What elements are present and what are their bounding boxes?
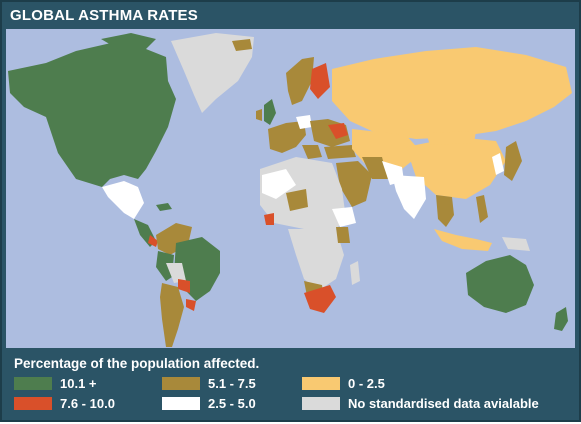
- region-new-zealand: [554, 307, 568, 331]
- region-argentina: [160, 283, 184, 347]
- region-panama: [148, 235, 158, 247]
- legend-title: Percentage of the population affected.: [14, 356, 260, 371]
- region-north-america: [8, 43, 176, 187]
- region-greenland: [171, 33, 254, 113]
- region-paraguay: [178, 279, 190, 293]
- region-korea: [492, 153, 504, 175]
- region-iran: [362, 157, 388, 179]
- legend-swatch: [14, 397, 52, 410]
- legend-label: 5.1 - 7.5: [208, 376, 256, 391]
- region-south-africa: [304, 285, 336, 313]
- region-germany: [296, 115, 312, 129]
- region-japan: [504, 141, 522, 181]
- region-uk: [264, 99, 276, 125]
- region-madagascar: [350, 261, 360, 285]
- region-western-europe: [268, 121, 306, 153]
- region-middle-east: [336, 161, 372, 207]
- region-ghana: [264, 213, 274, 225]
- region-mongolia: [426, 131, 476, 145]
- region-kenya: [336, 227, 350, 243]
- region-mexico: [102, 181, 144, 219]
- region-peru: [156, 251, 174, 281]
- region-ethiopia: [332, 207, 356, 227]
- region-russia: [332, 47, 572, 139]
- legend-label: No standardised data avialable: [348, 396, 539, 411]
- region-uruguay: [186, 299, 196, 311]
- region-iceland: [232, 39, 252, 51]
- legend-swatch: [14, 377, 52, 390]
- legend-item: 10.1 +: [14, 376, 97, 391]
- region-indonesia: [434, 229, 492, 251]
- region-ireland: [256, 109, 262, 121]
- map-title: GLOBAL ASTHMA RATES: [10, 7, 198, 24]
- region-china: [406, 137, 506, 199]
- region-new-guinea: [502, 237, 530, 251]
- legend-label: 2.5 - 5.0: [208, 396, 256, 411]
- region-ukraine: [328, 123, 348, 139]
- region-scandinavia: [286, 57, 314, 105]
- region-finland: [310, 63, 330, 99]
- legend-item: 7.6 - 10.0: [14, 396, 115, 411]
- region-turkey: [324, 145, 356, 159]
- region-australia: [466, 255, 534, 313]
- region-india: [392, 175, 426, 219]
- region-caribbean: [156, 203, 172, 211]
- region-philippines: [476, 195, 488, 223]
- legend-item: No standardised data avialable: [302, 396, 539, 411]
- region-indochina: [436, 195, 454, 227]
- region-algeria-libya: [262, 169, 296, 199]
- legend-label: 10.1 +: [60, 376, 97, 391]
- legend-swatch: [162, 377, 200, 390]
- legend-item: 5.1 - 7.5: [162, 376, 256, 391]
- legend-item: 2.5 - 5.0: [162, 396, 256, 411]
- legend-item: 0 - 2.5: [302, 376, 385, 391]
- legend-label: 7.6 - 10.0: [60, 396, 115, 411]
- region-bolivia: [166, 263, 186, 283]
- region-niger: [286, 189, 308, 211]
- legend-swatch: [302, 397, 340, 410]
- legend-swatch: [162, 397, 200, 410]
- region-italy-greece: [302, 145, 322, 159]
- region-arctic-islands: [101, 33, 156, 49]
- world-map: [6, 29, 575, 348]
- legend-label: 0 - 2.5: [348, 376, 385, 391]
- legend-swatch: [302, 377, 340, 390]
- region-central-africa: [288, 229, 344, 291]
